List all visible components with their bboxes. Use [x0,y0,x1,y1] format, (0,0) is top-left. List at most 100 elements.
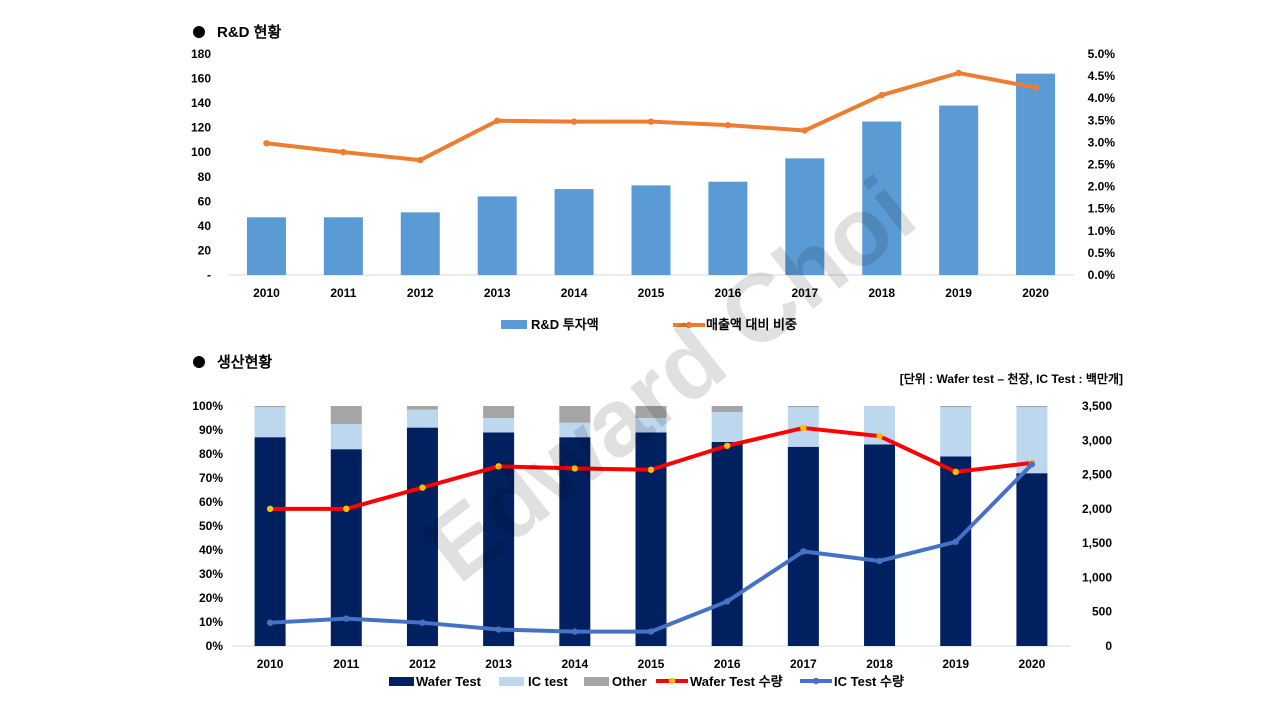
legend-marker-wafer-volume [668,677,676,685]
production-legend: Wafer Test IC test Other Wafer Test 수량 IC Te… [389,674,904,689]
rd-category-label: 2015 [638,286,665,300]
wafer-test-volume-point [952,468,959,476]
production-left-tick-label: 20% [199,591,223,605]
wafer-test-volume-point [647,466,655,473]
production-category-label: 2020 [1019,657,1046,671]
bar-other [787,406,819,408]
production-category-label: 2013 [485,657,512,671]
rd-left-tick-label: 20 [198,243,212,257]
bar-other [330,406,362,424]
legend-marker-ic-volume [812,677,820,685]
production-category-label: 2012 [409,657,436,671]
production-right-tick-label: 2,000 [1082,502,1112,516]
rd-right-tick-label: 4.5% [1088,69,1116,83]
legend-label-rd-investment: R&D 투자액 [531,317,599,332]
rd-right-tick-label: 5.0% [1088,47,1116,61]
rd-category-label: 2020 [1022,286,1049,300]
rd-right-tick-label: 4.0% [1088,91,1116,105]
bar-ic-test [483,418,515,433]
production-category-label: 2015 [638,657,665,671]
legend-label-wafer-volume: Wafer Test 수량 [690,674,783,689]
legend-label-sales-ratio: 매출액 대비 비중 [706,317,797,332]
bar-other [711,406,743,412]
rd-right-tick-label: 0.5% [1088,246,1116,260]
bar-other [406,406,438,410]
bar-other [254,406,286,408]
ic-test-volume-point [343,615,350,622]
production-title-bullet [193,356,205,368]
ic-test-volume-point [952,538,959,545]
rd-ratio-point [955,69,962,77]
rd-right-tick-label: 0.0% [1088,268,1116,282]
bar-wafer-test [864,444,896,646]
rd-category-label: 2012 [407,286,434,300]
rd-chart-title: R&D 현황 [217,23,281,41]
legend-swatch-wafer-test [389,677,414,686]
production-left-tick-label: 30% [199,567,223,581]
rd-right-tick-label: 3.0% [1088,135,1116,149]
rd-left-tick-label: 120 [191,121,211,135]
rd-ratio-point [724,121,732,129]
rd-ratio-point [340,148,347,156]
legend-label-ic-volume: IC Test 수량 [834,674,904,689]
rd-left-tick-label: 60 [198,194,212,208]
bar-other [559,406,591,423]
ic-test-volume-point [266,619,274,626]
production-left-tick-label: 80% [199,447,223,461]
legend-label-other: Other [612,674,647,689]
production-category-label: 2010 [257,657,284,671]
rd-category-label: 2011 [330,286,356,300]
production-left-tick-label: 100% [192,399,223,413]
wafer-test-volume-point [800,424,807,432]
rd-right-tick-label: 1.0% [1088,224,1116,238]
rd-ratio-point [801,127,809,134]
ic-test-volume-point [419,619,426,626]
rd-category-label: 2014 [561,286,588,300]
bar-ic-test [711,412,743,442]
production-chart-title: 생산현황 [217,353,272,371]
ic-test-volume-point [1028,461,1036,468]
bar-other [635,406,667,418]
bar-wafer-test [1016,473,1048,646]
rd-bars [246,73,1056,276]
rd-ratio-point [1032,84,1039,91]
rd-left-tick-label: 140 [191,96,211,110]
bar-wafer-test [940,456,972,646]
rd-left-tick-label: 160 [191,72,211,86]
rd-ratio-polyline [266,71,1036,163]
rd-axes: - 20 40 60 80 100 120 140 160 180 0.0% 0.5% 1.0% 1.5%… [191,47,1115,300]
bar-ic-test [330,424,362,450]
rd-category-label: 2013 [484,286,511,300]
production-left-tick-label: 40% [199,543,223,557]
legend-swatch-other [584,677,609,686]
rd-left-tick-label: 40 [198,219,212,233]
bar-ic-test [940,407,972,457]
rd-left-tick-label: - [207,268,211,282]
legend-marker-sales-ratio [685,321,693,329]
production-category-label: 2016 [714,657,741,671]
production-lines [266,424,1036,635]
rd-investment-bar [708,181,748,275]
rd-investment-bar [246,217,286,275]
production-right-tick-label: 3,000 [1082,433,1112,447]
bar-ic-test [635,418,667,433]
rd-category-label: 2017 [791,286,818,300]
bar-wafer-test [787,446,819,646]
production-left-tick-label: 90% [199,423,223,437]
bar-other [940,406,972,408]
rd-right-tick-label: 1.5% [1088,202,1116,216]
rd-title-bullet [193,26,205,38]
production-left-tick-label: 50% [199,519,223,533]
bar-wafer-test [711,442,743,646]
rd-investment-bar [400,212,440,275]
rd-ratio-line [263,69,1039,164]
rd-ratio-point [647,118,655,125]
production-left-tick-label: 0% [206,639,224,653]
rd-investment-bar [323,217,363,275]
ic-test-volume-point [876,557,883,565]
wafer-test-volume-point [876,432,883,440]
rd-category-label: 2019 [945,286,972,300]
rd-investment-bar [939,105,979,275]
production-right-tick-label: 0 [1105,639,1112,653]
